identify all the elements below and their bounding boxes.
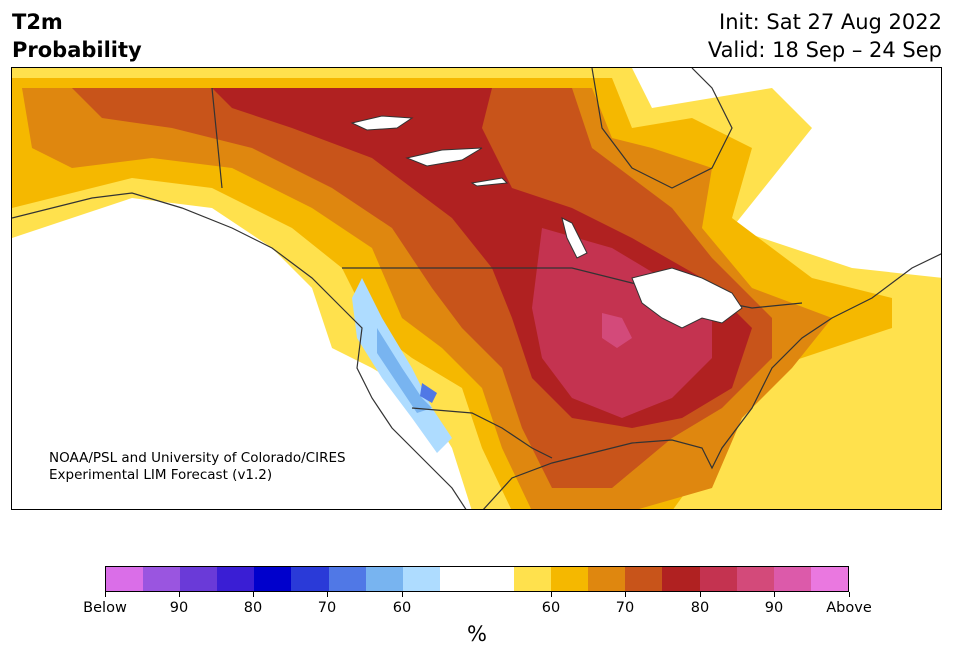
lakes [350, 115, 743, 329]
title-metric: Probability [12, 38, 142, 62]
colorbar-tick [402, 592, 403, 597]
title-variable: T2m [12, 10, 63, 34]
forecast-map [11, 67, 942, 510]
hudson-bay [591, 68, 733, 189]
forecast-dates: Init: Sat 27 Aug 2022 Valid: 18 Sep – 24… [708, 8, 942, 64]
colorbar-cell [217, 567, 255, 591]
colorbar-label: 70 [615, 600, 635, 616]
great-slave-lake [405, 147, 483, 167]
colorbar-cell [625, 567, 663, 591]
colorbar-label: 70 [317, 600, 337, 616]
colorbar-cell [773, 567, 811, 591]
colorbar-tick [849, 592, 850, 597]
border-us-mexico [411, 407, 553, 459]
shade-65-below [377, 328, 432, 413]
coastline-west [12, 192, 467, 509]
credit-line1: NOAA/PSL and University of Colorado/CIRE… [49, 450, 346, 466]
map-canvas [12, 68, 941, 509]
colorbar-cell [662, 567, 700, 591]
colorbar-label: 80 [690, 600, 710, 616]
valid-range: Valid: 18 Sep – 24 Sep [707, 38, 942, 62]
probability-shading [12, 68, 941, 509]
colorbar-cell [514, 567, 552, 591]
colorbar-cell [106, 567, 144, 591]
colorbar-cell [180, 567, 218, 591]
map-credit: NOAA/PSL and University of Colorado/CIRE… [49, 450, 346, 484]
colorbar-label: 60 [392, 600, 412, 616]
colorbar-label: 90 [169, 600, 189, 616]
colorbar-tick [105, 592, 106, 597]
colorbar-tick [774, 592, 775, 597]
colorbar-cell [402, 567, 440, 591]
colorbar-cell [476, 567, 515, 591]
shade-90-above [602, 313, 632, 348]
colorbar-tick [253, 592, 254, 597]
colorbar-tick [179, 592, 180, 597]
colorbar-cell [439, 567, 477, 591]
colorbar-cell [254, 567, 292, 591]
colorbar-tick [551, 592, 552, 597]
colorbar-cell [365, 567, 403, 591]
colorbar-cell [143, 567, 181, 591]
credit-line2: Experimental LIM Forecast (v1.2) [49, 467, 273, 483]
colorbar-cell [699, 567, 737, 591]
colorbar-label: 80 [243, 600, 263, 616]
colorbar-unit: % [467, 622, 487, 646]
colorbar-tick [625, 592, 626, 597]
colorbar-cell [291, 567, 329, 591]
init-date: Init: Sat 27 Aug 2022 [719, 10, 942, 34]
colorbar-cell [588, 567, 626, 591]
colorbar-label: Above [826, 600, 872, 616]
colorbar-cell [328, 567, 366, 591]
colorbar-label: 90 [764, 600, 784, 616]
colorbar-cell [551, 567, 589, 591]
colorbar-tick [327, 592, 328, 597]
colorbar-cell [810, 567, 848, 591]
chart-title: T2m Probability [12, 8, 142, 64]
great-lakes [631, 267, 743, 329]
lake-winnipeg [561, 217, 588, 259]
colorbar-tick [700, 592, 701, 597]
colorbar-label: Below [83, 600, 127, 616]
lake-athabasca [470, 177, 509, 187]
colorbar-cell [736, 567, 774, 591]
great-bear-lake [350, 115, 414, 131]
colorbar-label: 60 [541, 600, 561, 616]
border-alaska [211, 87, 223, 189]
coastline-gulf-east [483, 253, 941, 509]
colorbar [105, 566, 849, 592]
shade-70-below [420, 383, 437, 403]
